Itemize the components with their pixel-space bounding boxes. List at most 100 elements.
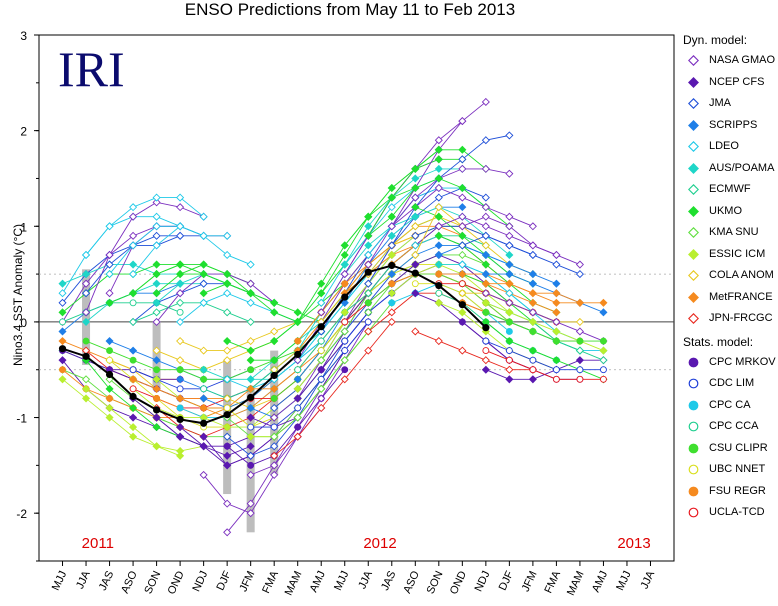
forecast-point — [388, 299, 396, 307]
forecast-point — [294, 423, 302, 431]
forecast-point — [199, 231, 208, 240]
observed-point — [223, 411, 231, 419]
forecast-point — [340, 270, 349, 279]
forecast-point — [387, 222, 396, 231]
forecast-point — [176, 356, 185, 365]
forecast-point — [246, 336, 255, 346]
legend-symbol — [688, 357, 699, 367]
chart-title: ENSO Predictions from May 11 to Feb 2013 — [184, 0, 516, 19]
forecast-point — [246, 432, 255, 441]
forecast-point — [270, 308, 279, 317]
forecast-point — [387, 289, 396, 298]
forecast-point — [576, 375, 584, 383]
forecast-line — [481, 279, 608, 307]
observed-point — [435, 281, 443, 290]
legend-item: UCLA-TCD — [683, 502, 778, 524]
forecast-point — [481, 231, 490, 240]
forecast-path — [438, 244, 557, 285]
forecast-point — [434, 155, 443, 164]
x-tick-label: NDJ — [473, 569, 493, 593]
x-tick-label: JJA — [74, 569, 93, 591]
forecast-point — [176, 366, 184, 374]
forecast-point — [599, 337, 607, 345]
forecast-point — [364, 250, 373, 260]
forecast-point — [505, 289, 514, 298]
forecast-path — [132, 302, 251, 323]
legend-symbol — [688, 76, 699, 88]
forecast-path — [203, 321, 322, 380]
forecast-point — [411, 260, 420, 269]
forecast-point — [481, 298, 490, 307]
observed-point — [200, 419, 208, 427]
forecast-point — [528, 250, 537, 260]
forecast-point — [82, 308, 91, 317]
legend-symbol — [688, 421, 699, 432]
forecast-point — [575, 317, 584, 326]
forecast-point — [575, 327, 584, 336]
forecast-point — [82, 250, 91, 260]
forecast-point — [434, 241, 443, 250]
forecast-point — [129, 299, 137, 307]
legend-item: MetFRANCE — [683, 287, 778, 309]
forecast-point — [411, 231, 420, 240]
forecast-point — [528, 222, 537, 231]
forecast-point — [434, 231, 443, 240]
forecast-point — [528, 270, 537, 279]
forecast-path — [179, 350, 298, 380]
forecast-point — [411, 327, 420, 336]
forecast-point — [199, 442, 208, 451]
forecast-point — [82, 394, 91, 403]
forecast-point — [434, 136, 443, 145]
forecast-point — [129, 212, 138, 221]
forecast-point — [199, 470, 208, 479]
forecast-path — [462, 216, 581, 265]
forecast-point — [505, 318, 513, 326]
forecast-point — [317, 308, 326, 317]
forecast-point — [317, 394, 326, 403]
forecast-point — [129, 203, 138, 212]
y-tick-label: 3 — [20, 29, 27, 43]
legend-label: JMA — [709, 97, 731, 109]
forecast-path — [462, 235, 581, 275]
forecast-point — [528, 375, 537, 384]
forecast-point — [364, 289, 373, 298]
forecast-point — [458, 318, 466, 326]
forecast-path — [391, 168, 510, 227]
forecast-point — [317, 279, 326, 288]
legend-item: ECMWF — [683, 179, 778, 201]
forecast-point — [387, 308, 396, 317]
forecast-point — [223, 404, 231, 412]
legend-label: NCEP CFS — [709, 75, 765, 88]
forecast-point — [458, 222, 467, 231]
forecast-point — [505, 347, 513, 355]
forecast-point — [458, 250, 467, 260]
forecast-point — [364, 231, 373, 240]
forecast-point — [341, 280, 349, 288]
forecast-point — [293, 384, 302, 393]
forecast-line — [458, 231, 584, 279]
forecast-path — [367, 149, 487, 237]
forecast-point — [411, 164, 420, 173]
forecast-point — [411, 241, 420, 250]
y-tick-label: 0 — [20, 316, 27, 330]
forecast-point — [223, 279, 232, 288]
forecast-point — [434, 336, 443, 346]
forecast-point — [505, 279, 514, 288]
forecast-point — [528, 298, 537, 307]
forecast-point — [199, 289, 208, 298]
y-axis-label: Nino3.4 SST Anomaly (°C) — [11, 224, 25, 366]
forecast-point — [246, 470, 255, 479]
y-tick-label: -2 — [16, 507, 27, 521]
x-tick-label: SON — [425, 569, 446, 596]
forecast-line — [482, 347, 607, 383]
legend-symbol — [688, 205, 699, 217]
forecast-point — [481, 289, 490, 298]
x-tick-label: OND — [166, 569, 187, 596]
legend-symbol — [688, 162, 699, 174]
forecast-point — [152, 413, 161, 422]
legend-label: KMA SNU — [709, 226, 759, 238]
forecast-point — [199, 270, 208, 279]
legend-item: UBC NNET — [683, 459, 778, 481]
forecast-point — [317, 289, 326, 298]
forecast-point — [599, 356, 608, 365]
